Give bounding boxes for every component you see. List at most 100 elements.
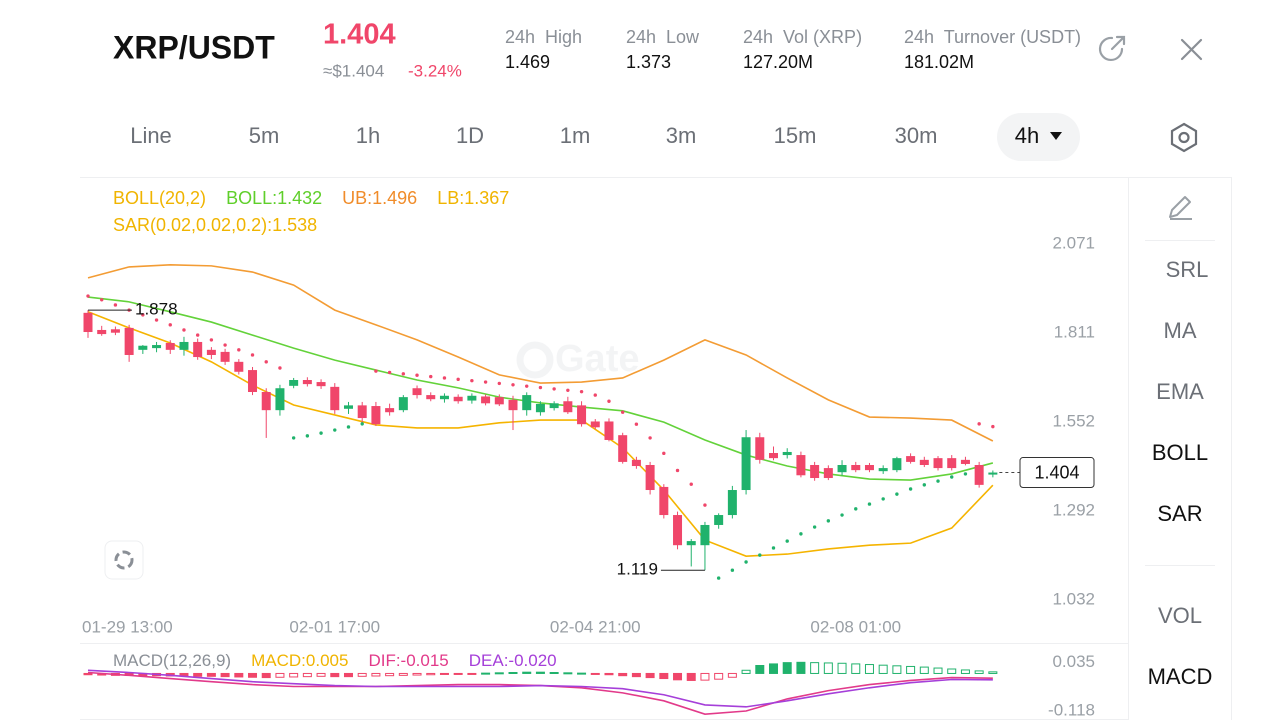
candle-body <box>522 395 532 411</box>
tab[interactable]: 3m <box>666 123 697 148</box>
macd-bar <box>906 665 916 674</box>
sar-dot <box>771 546 776 550</box>
macd-bar <box>302 672 312 678</box>
sar-dot <box>387 370 392 375</box>
indicator[interactable]: EMA <box>1156 379 1204 404</box>
pencil-icon[interactable] <box>1169 196 1192 220</box>
legend-entry: DIF:-0.015 <box>368 651 448 670</box>
settings-icon[interactable] <box>1170 122 1198 153</box>
indicator[interactable]: BOLL <box>1152 440 1208 465</box>
candle-body <box>261 391 271 411</box>
y-tick-label: 1.292 <box>1052 500 1095 519</box>
sar-dot <box>470 378 474 383</box>
macd-bar <box>577 672 587 675</box>
tab[interactable]: 5m <box>249 123 280 148</box>
high-label: 1.878 <box>135 300 178 319</box>
sar-dot <box>552 387 556 391</box>
indicator[interactable]: SAR <box>1157 501 1202 526</box>
sar-dot <box>854 507 858 511</box>
candle-body <box>837 464 847 473</box>
y-tick-label: 1.032 <box>1052 590 1095 609</box>
indicator[interactable]: MA <box>1164 318 1197 343</box>
tab[interactable]: 1D <box>456 123 484 148</box>
candle-body <box>878 468 888 472</box>
tab[interactable]: 15m <box>774 123 817 148</box>
indicator[interactable]: MACD <box>1148 664 1213 689</box>
watermark: Gate <box>516 338 639 380</box>
tab[interactable]: 1h <box>356 123 380 148</box>
sar-dot <box>113 303 118 307</box>
candle-body <box>398 397 408 411</box>
last-price-box <box>1019 457 1095 489</box>
macd-bar <box>631 672 641 678</box>
candle-body <box>535 403 545 413</box>
candle-body <box>152 345 162 349</box>
macd-bar <box>385 672 395 677</box>
sar-dot <box>703 503 707 507</box>
candle-body <box>974 464 984 485</box>
candle-body <box>796 455 806 476</box>
candle-body <box>577 405 587 425</box>
candle-body <box>673 515 683 546</box>
sar-dot <box>812 525 817 529</box>
macd-bar <box>343 672 353 678</box>
tab-active[interactable]: 4h <box>1015 123 1039 148</box>
macd-bar <box>837 662 847 674</box>
tab[interactable]: 30m <box>895 123 938 148</box>
x-tick-label: 02-08 01:00 <box>810 617 901 636</box>
candle-body <box>960 459 970 464</box>
sar-dot <box>100 298 104 302</box>
stat-value: 127.20M <box>743 52 813 72</box>
macd-bar <box>522 671 532 674</box>
tab[interactable]: Line <box>130 123 172 148</box>
sar-dot <box>415 373 419 377</box>
sar-dot <box>662 451 666 456</box>
y-tick-label: 0.035 <box>1052 652 1095 671</box>
candle-body <box>165 342 175 350</box>
macd-bar <box>83 672 93 676</box>
share-icon[interactable] <box>1098 35 1126 61</box>
sar-dot <box>634 422 639 426</box>
candle-body <box>769 453 778 459</box>
macd-bar <box>412 672 422 676</box>
macd-bar <box>234 672 244 678</box>
macd-bar <box>919 666 929 674</box>
tab[interactable]: 1m <box>560 123 591 148</box>
y-tick-label: -0.118 <box>1048 700 1095 719</box>
candle-body <box>385 408 395 413</box>
macd-bar <box>755 665 765 674</box>
candle-body <box>892 458 902 471</box>
stat-label: 24h High <box>505 27 582 47</box>
macd-bar <box>988 671 998 674</box>
sar-dot <box>840 513 844 517</box>
sar-dot <box>223 343 227 347</box>
sar-dot <box>730 568 735 572</box>
indicator[interactable]: VOL <box>1158 603 1202 628</box>
macd-bar <box>508 672 518 674</box>
macd-bar <box>467 672 477 675</box>
macd-bar <box>316 672 326 677</box>
sar-dot <box>141 313 145 317</box>
sar-dot <box>744 560 748 564</box>
candle-body <box>741 437 751 491</box>
sar-dot <box>360 422 364 426</box>
macd-bar <box>864 664 874 674</box>
candle-body <box>439 395 449 400</box>
sar-dot <box>799 532 803 536</box>
sar-dot <box>168 323 172 327</box>
close-icon[interactable] <box>1180 38 1203 61</box>
candle-body <box>810 464 820 479</box>
macd-bar <box>275 672 285 678</box>
symbol: XRP/USDT <box>113 29 275 65</box>
sar-dot <box>278 366 282 370</box>
sar-dot <box>950 475 954 479</box>
tool-icon[interactable] <box>104 540 144 580</box>
macd-bar <box>851 663 861 674</box>
indicator[interactable]: SRL <box>1166 257 1209 282</box>
candle-body <box>590 421 600 428</box>
candle-body <box>481 396 491 404</box>
macd-bar <box>727 672 737 678</box>
sar-dot <box>607 399 611 403</box>
sar-dot <box>895 492 899 496</box>
